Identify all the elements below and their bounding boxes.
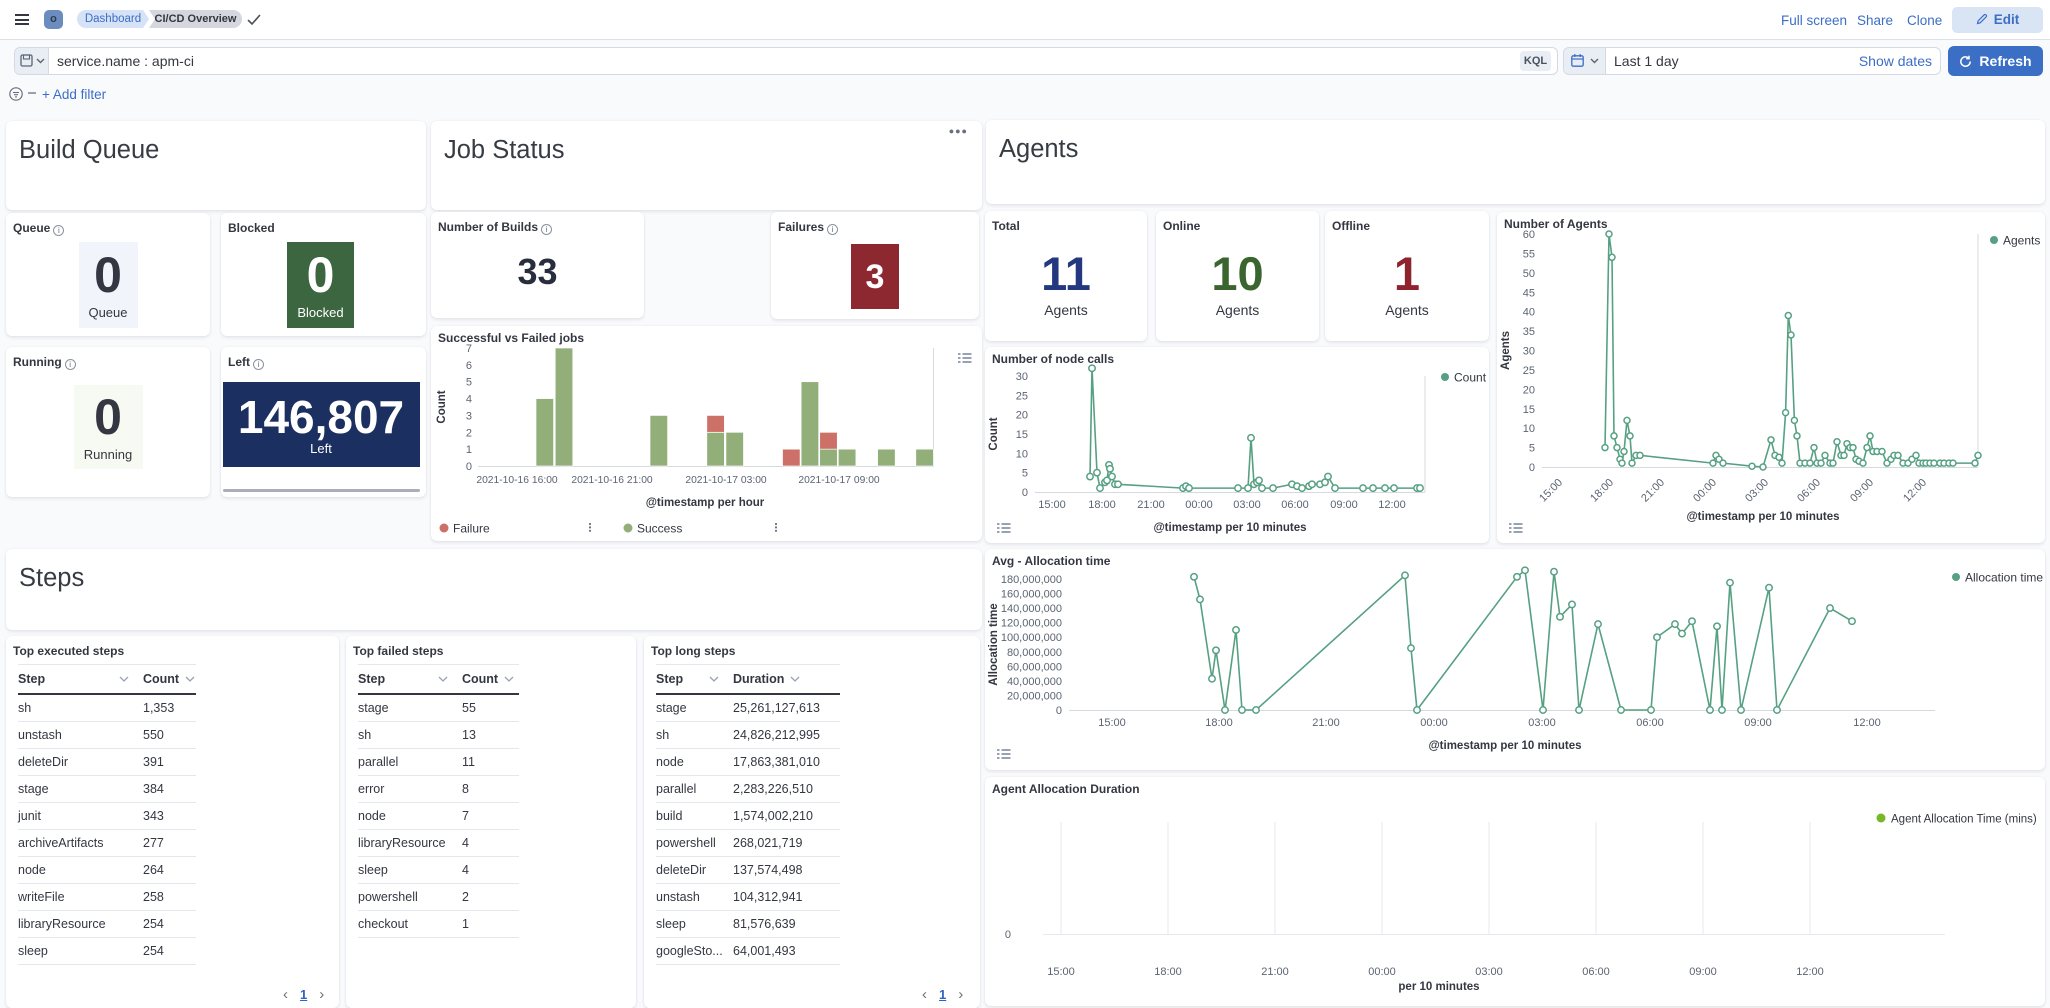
svg-text:@timestamp per 10 minutes: @timestamp per 10 minutes [1428,740,1581,752]
svg-text:0: 0 [1529,462,1535,474]
svg-text:Number of node calls: Number of node calls [992,352,1114,366]
svg-text:2021-10-17 09:00: 2021-10-17 09:00 [798,475,880,486]
svg-text:00:00: 00:00 [1691,477,1719,505]
svg-text:0: 0 [1005,929,1011,941]
svg-text:03:00: 03:00 [1233,499,1261,511]
svg-text:06:00: 06:00 [1582,966,1610,978]
svg-text:03:00: 03:00 [1475,966,1503,978]
svg-text:10: 10 [1523,423,1535,435]
svg-text:Count: Count [988,417,1000,450]
svg-text:Allocation time: Allocation time [988,603,1000,685]
svg-text:21:00: 21:00 [1312,717,1340,729]
svg-text:5: 5 [1529,443,1535,455]
svg-text:Count: Count [436,390,448,423]
svg-text:03:00: 03:00 [1743,477,1771,505]
svg-text:120,000,000: 120,000,000 [1001,618,1062,630]
svg-text:160,000,000: 160,000,000 [1001,589,1062,601]
svg-text:09:00: 09:00 [1330,499,1358,511]
svg-text:Count: Count [1454,371,1487,385]
svg-text:09:00: 09:00 [1744,717,1772,729]
svg-text:18:00: 18:00 [1588,477,1616,505]
svg-text:30: 30 [1523,346,1535,358]
svg-text:40,000,000: 40,000,000 [1007,676,1062,688]
svg-text:21:00: 21:00 [1137,499,1165,511]
svg-text:15:00: 15:00 [1098,717,1126,729]
svg-text:12:00: 12:00 [1378,499,1406,511]
svg-text:2021-10-16 21:00: 2021-10-16 21:00 [571,475,653,486]
svg-text:55: 55 [1523,248,1535,260]
svg-text:Avg - Allocation time: Avg - Allocation time [992,554,1111,568]
svg-text:@timestamp per hour: @timestamp per hour [646,497,765,509]
svg-text:21:00: 21:00 [1261,966,1289,978]
svg-text:Success: Success [637,522,682,536]
svg-text:20,000,000: 20,000,000 [1007,690,1062,702]
svg-text:80,000,000: 80,000,000 [1007,647,1062,659]
svg-text:4: 4 [466,394,472,406]
svg-text:18:00: 18:00 [1205,717,1233,729]
svg-text:15: 15 [1016,429,1028,441]
svg-text:50: 50 [1523,268,1535,280]
svg-text:2021-10-16 16:00: 2021-10-16 16:00 [476,475,558,486]
svg-text:per 10 minutes: per 10 minutes [1398,981,1479,993]
svg-text:Agent Allocation Duration: Agent Allocation Duration [992,782,1140,796]
svg-text:Number of Agents: Number of Agents [1504,217,1608,231]
svg-text:03:00: 03:00 [1528,717,1556,729]
svg-text:@timestamp per 10 minutes: @timestamp per 10 minutes [1153,522,1306,534]
svg-text:40: 40 [1523,307,1535,319]
svg-text:10: 10 [1016,448,1028,460]
svg-text:Agents: Agents [1500,331,1512,370]
svg-text:30: 30 [1016,371,1028,383]
svg-text:100,000,000: 100,000,000 [1001,632,1062,644]
svg-text:18:00: 18:00 [1088,499,1116,511]
svg-text:20: 20 [1016,410,1028,422]
svg-text:21:00: 21:00 [1639,477,1667,505]
svg-text:60: 60 [1523,229,1535,241]
svg-text:15:00: 15:00 [1038,499,1066,511]
svg-text:09:00: 09:00 [1848,477,1876,505]
svg-text:15: 15 [1523,404,1535,416]
svg-text:@timestamp per 10 minutes: @timestamp per 10 minutes [1686,511,1839,523]
svg-text:35: 35 [1523,326,1535,338]
svg-text:00:00: 00:00 [1185,499,1213,511]
svg-text:06:00: 06:00 [1281,499,1309,511]
svg-text:15:00: 15:00 [1537,477,1565,505]
svg-text:7: 7 [466,343,472,355]
svg-text:00:00: 00:00 [1368,966,1396,978]
svg-text:25: 25 [1523,365,1535,377]
svg-text:20: 20 [1523,384,1535,396]
svg-text:140,000,000: 140,000,000 [1001,603,1062,615]
svg-text:2: 2 [466,427,472,439]
svg-text:25: 25 [1016,390,1028,402]
svg-text:06:00: 06:00 [1795,477,1823,505]
svg-text:12:00: 12:00 [1853,717,1881,729]
svg-text:00:00: 00:00 [1420,717,1448,729]
svg-text:0: 0 [1056,705,1062,717]
svg-text:5: 5 [466,377,472,389]
svg-text:Agent Allocation Time (mins): Agent Allocation Time (mins) [1891,814,2037,826]
svg-text:12:00: 12:00 [1901,477,1929,505]
svg-text:Successful vs Failed jobs: Successful vs Failed jobs [438,331,584,345]
svg-text:2021-10-17 03:00: 2021-10-17 03:00 [685,475,767,486]
svg-text:Agents: Agents [2003,234,2040,248]
svg-text:180,000,000: 180,000,000 [1001,574,1062,586]
svg-text:Allocation time: Allocation time [1965,571,2043,585]
svg-text:Failure: Failure [453,522,490,536]
svg-text:6: 6 [466,360,472,372]
svg-text:12:00: 12:00 [1796,966,1824,978]
svg-text:09:00: 09:00 [1689,966,1717,978]
svg-text:0: 0 [1022,487,1028,499]
svg-text:45: 45 [1523,287,1535,299]
svg-text:06:00: 06:00 [1636,717,1664,729]
svg-text:1: 1 [466,444,472,456]
svg-text:0: 0 [466,461,472,473]
svg-text:60,000,000: 60,000,000 [1007,661,1062,673]
svg-text:5: 5 [1022,468,1028,480]
svg-text:3: 3 [466,410,472,422]
svg-text:18:00: 18:00 [1154,966,1182,978]
svg-text:15:00: 15:00 [1047,966,1075,978]
